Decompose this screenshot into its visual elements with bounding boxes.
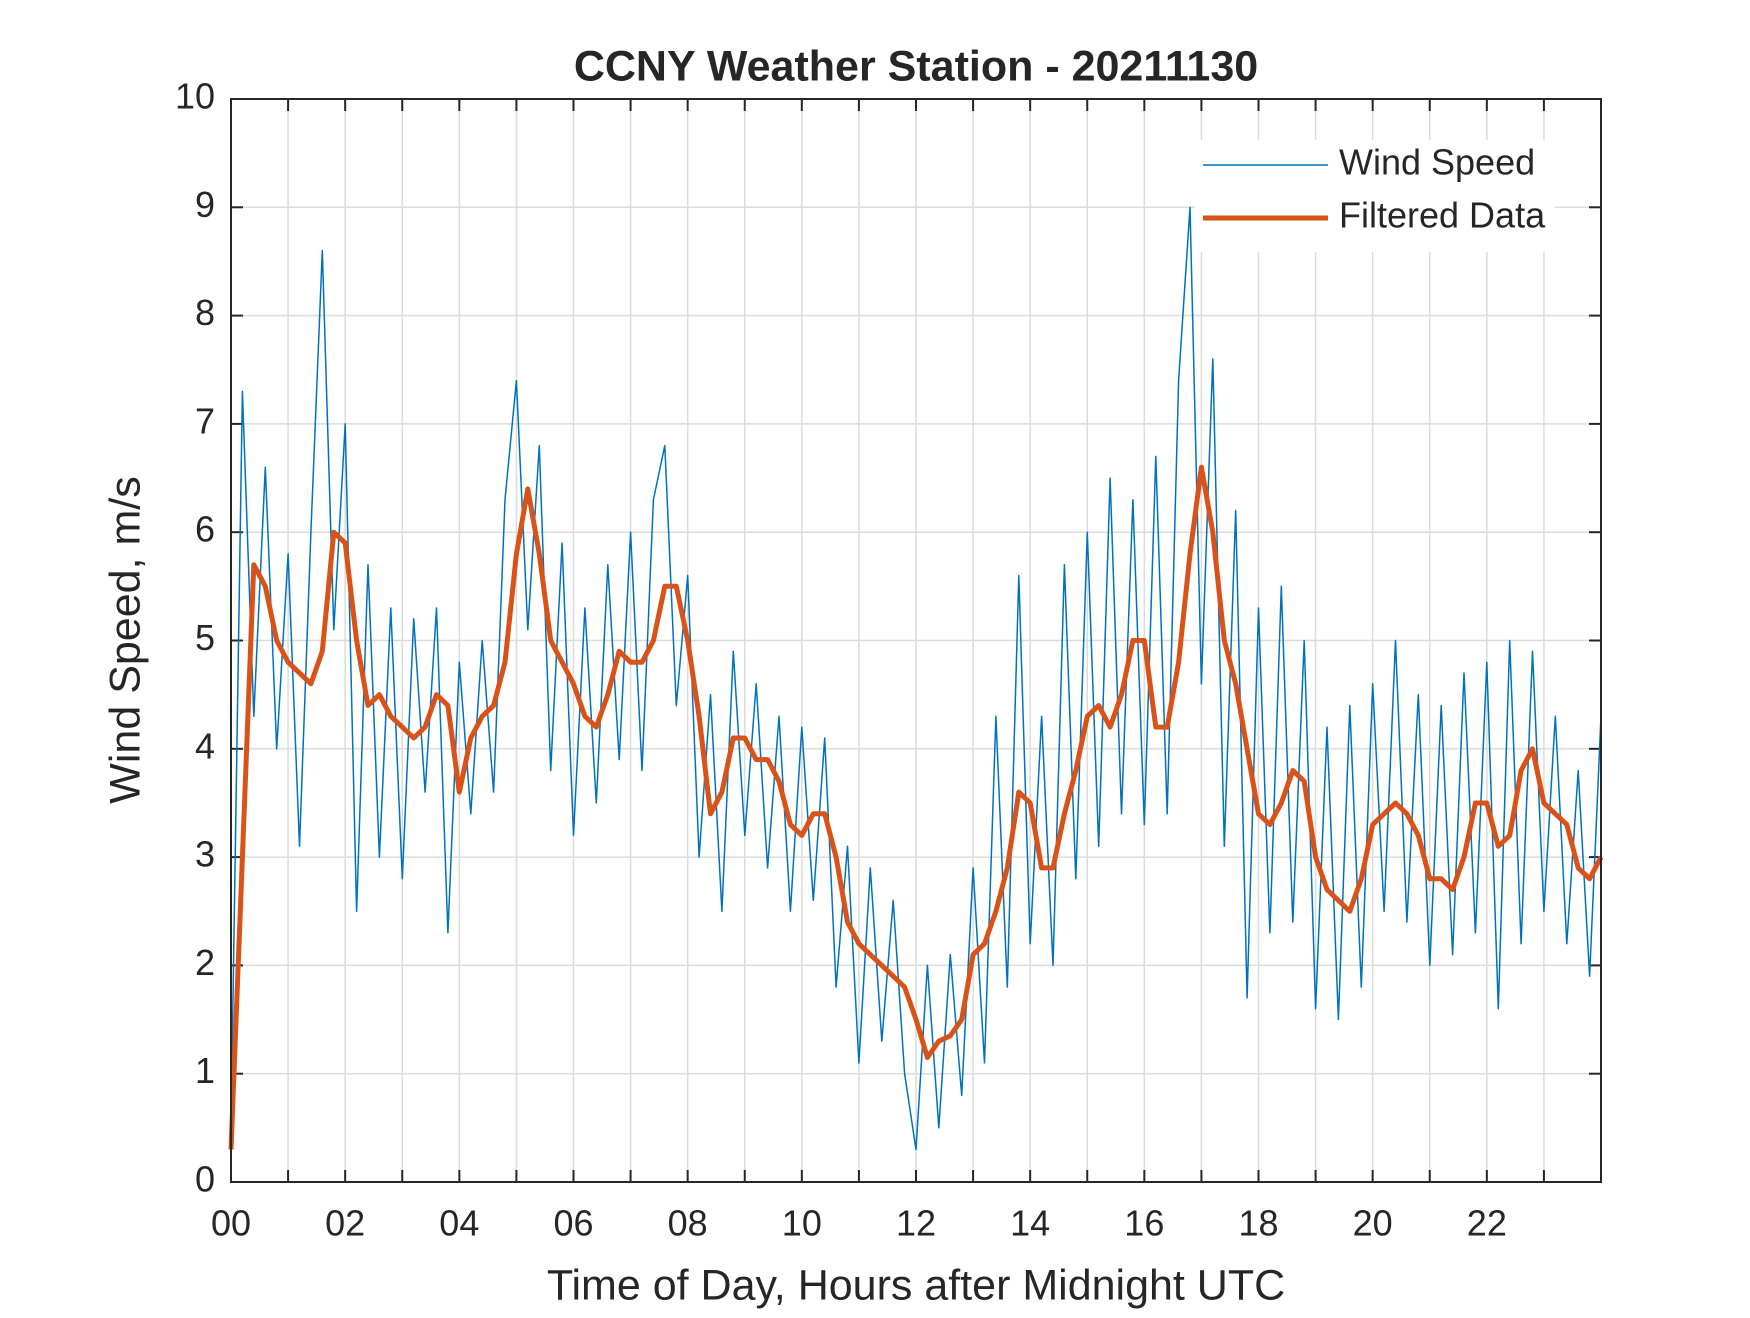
y-tick-label: 5: [195, 617, 215, 658]
y-tick-label: 0: [195, 1159, 215, 1200]
x-tick-label: 10: [782, 1203, 822, 1244]
legend-label: Wind Speed: [1339, 142, 1535, 183]
legend-box: [1195, 140, 1555, 252]
y-tick-label: 8: [195, 292, 215, 333]
y-tick-label: 4: [195, 725, 215, 766]
plot-frame: [230, 98, 1602, 1183]
legend-label: Filtered Data: [1339, 195, 1546, 236]
x-tick-label: 18: [1238, 1203, 1278, 1244]
y-tick-label: 7: [195, 400, 215, 441]
data-line: [228, 464, 1604, 1150]
x-tick-label: 14: [1010, 1203, 1050, 1244]
y-tick-label: 9: [195, 184, 215, 225]
y-tick-label: 6: [195, 509, 215, 550]
x-tick-label: 16: [1124, 1203, 1164, 1244]
chart-title: CCNY Weather Station - 20211130: [574, 42, 1258, 90]
y-tick-label: 10: [175, 76, 215, 117]
y-tick-label: 2: [195, 942, 215, 983]
x-tick-label: 22: [1467, 1203, 1507, 1244]
x-tick-label: 20: [1353, 1203, 1393, 1244]
x-tick-label: 08: [668, 1203, 708, 1244]
x-tick-label: 06: [553, 1203, 593, 1244]
y-tick-label: 1: [195, 1050, 215, 1091]
x-tick-label: 00: [211, 1203, 251, 1244]
x-axis-label: Time of Day, Hours after Midnight UTC: [547, 1261, 1285, 1309]
y-axis-label: Wind Speed, m/s: [101, 476, 149, 803]
x-tick-label: 12: [896, 1203, 936, 1244]
x-tick-label: 02: [325, 1203, 365, 1244]
data-line: [230, 206, 1602, 1151]
x-tick-label: 04: [439, 1203, 479, 1244]
y-tick-label: 3: [195, 834, 215, 875]
